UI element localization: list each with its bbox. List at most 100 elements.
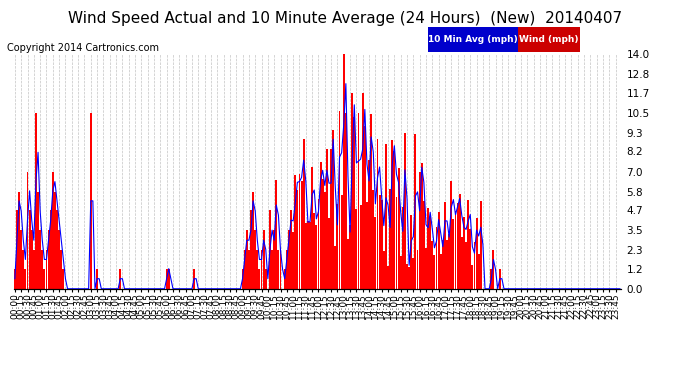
Bar	[62, 268, 64, 289]
Bar	[41, 250, 43, 289]
Bar	[301, 181, 302, 289]
Bar	[471, 264, 473, 289]
Bar	[442, 240, 444, 289]
Bar	[259, 268, 260, 289]
Bar	[351, 93, 353, 289]
Bar	[271, 250, 273, 289]
Bar	[431, 241, 433, 289]
Bar	[37, 192, 39, 289]
Bar	[279, 250, 282, 289]
Bar	[18, 192, 20, 289]
Bar	[311, 167, 313, 289]
Bar	[297, 190, 298, 289]
Bar	[473, 242, 475, 289]
Bar	[423, 201, 425, 289]
Bar	[425, 248, 427, 289]
Bar	[359, 205, 362, 289]
Bar	[275, 180, 277, 289]
Bar	[46, 250, 48, 289]
Bar	[385, 144, 387, 289]
Bar	[389, 189, 391, 289]
Bar	[295, 175, 296, 289]
Bar	[328, 217, 330, 289]
Bar	[408, 267, 410, 289]
Bar	[288, 230, 290, 289]
Bar	[362, 93, 364, 289]
Bar	[292, 232, 294, 289]
Bar	[20, 230, 22, 289]
Bar	[411, 215, 412, 289]
Bar	[455, 211, 457, 289]
Bar	[337, 204, 338, 289]
Bar	[166, 268, 168, 289]
Bar	[437, 212, 440, 289]
Bar	[353, 117, 355, 289]
Bar	[26, 172, 28, 289]
Bar	[313, 213, 315, 289]
Bar	[499, 268, 501, 289]
Bar	[339, 111, 340, 289]
Bar	[326, 149, 328, 289]
Bar	[307, 221, 309, 289]
Bar	[429, 217, 431, 289]
Bar	[477, 254, 480, 289]
Bar	[397, 168, 400, 289]
Bar	[457, 203, 459, 289]
Bar	[357, 113, 359, 289]
Bar	[383, 251, 385, 289]
Bar	[341, 195, 343, 289]
Bar	[261, 250, 262, 289]
Bar	[22, 250, 24, 289]
Bar	[39, 230, 41, 289]
Bar	[444, 202, 446, 289]
Bar	[319, 162, 322, 289]
Bar	[448, 234, 450, 289]
Bar	[248, 250, 250, 289]
Bar	[14, 268, 16, 289]
Bar	[168, 268, 170, 289]
Bar	[406, 264, 408, 289]
Bar	[269, 210, 271, 289]
Bar	[35, 113, 37, 289]
Bar	[317, 198, 319, 289]
Bar	[250, 210, 252, 289]
Bar	[277, 250, 279, 289]
Bar	[252, 192, 254, 289]
Bar	[31, 230, 32, 289]
Bar	[16, 210, 18, 289]
Bar	[446, 240, 448, 289]
Bar	[330, 148, 332, 289]
Bar	[375, 217, 376, 289]
Bar	[290, 210, 292, 289]
Bar	[54, 192, 56, 289]
Text: Wind (mph): Wind (mph)	[519, 35, 579, 44]
Bar	[273, 230, 275, 289]
Bar	[50, 210, 52, 289]
Bar	[335, 246, 336, 289]
Bar	[241, 268, 244, 289]
Bar	[395, 197, 397, 289]
Bar	[381, 200, 383, 289]
Bar	[33, 250, 34, 289]
Bar	[493, 250, 495, 289]
Bar	[60, 250, 62, 289]
Bar	[244, 250, 246, 289]
Bar	[347, 240, 349, 289]
Bar	[475, 218, 477, 289]
Bar	[461, 237, 463, 289]
Bar	[263, 230, 264, 289]
Bar	[400, 256, 402, 289]
Bar	[366, 202, 368, 289]
Bar	[459, 194, 461, 289]
Bar	[43, 268, 46, 289]
Bar	[246, 230, 248, 289]
Bar	[322, 179, 324, 289]
Bar	[58, 230, 60, 289]
Bar	[391, 140, 393, 289]
Bar	[349, 225, 351, 289]
Bar	[453, 219, 454, 289]
Bar	[309, 222, 311, 289]
Bar	[463, 217, 465, 289]
Bar	[465, 242, 467, 289]
Bar	[96, 268, 98, 289]
